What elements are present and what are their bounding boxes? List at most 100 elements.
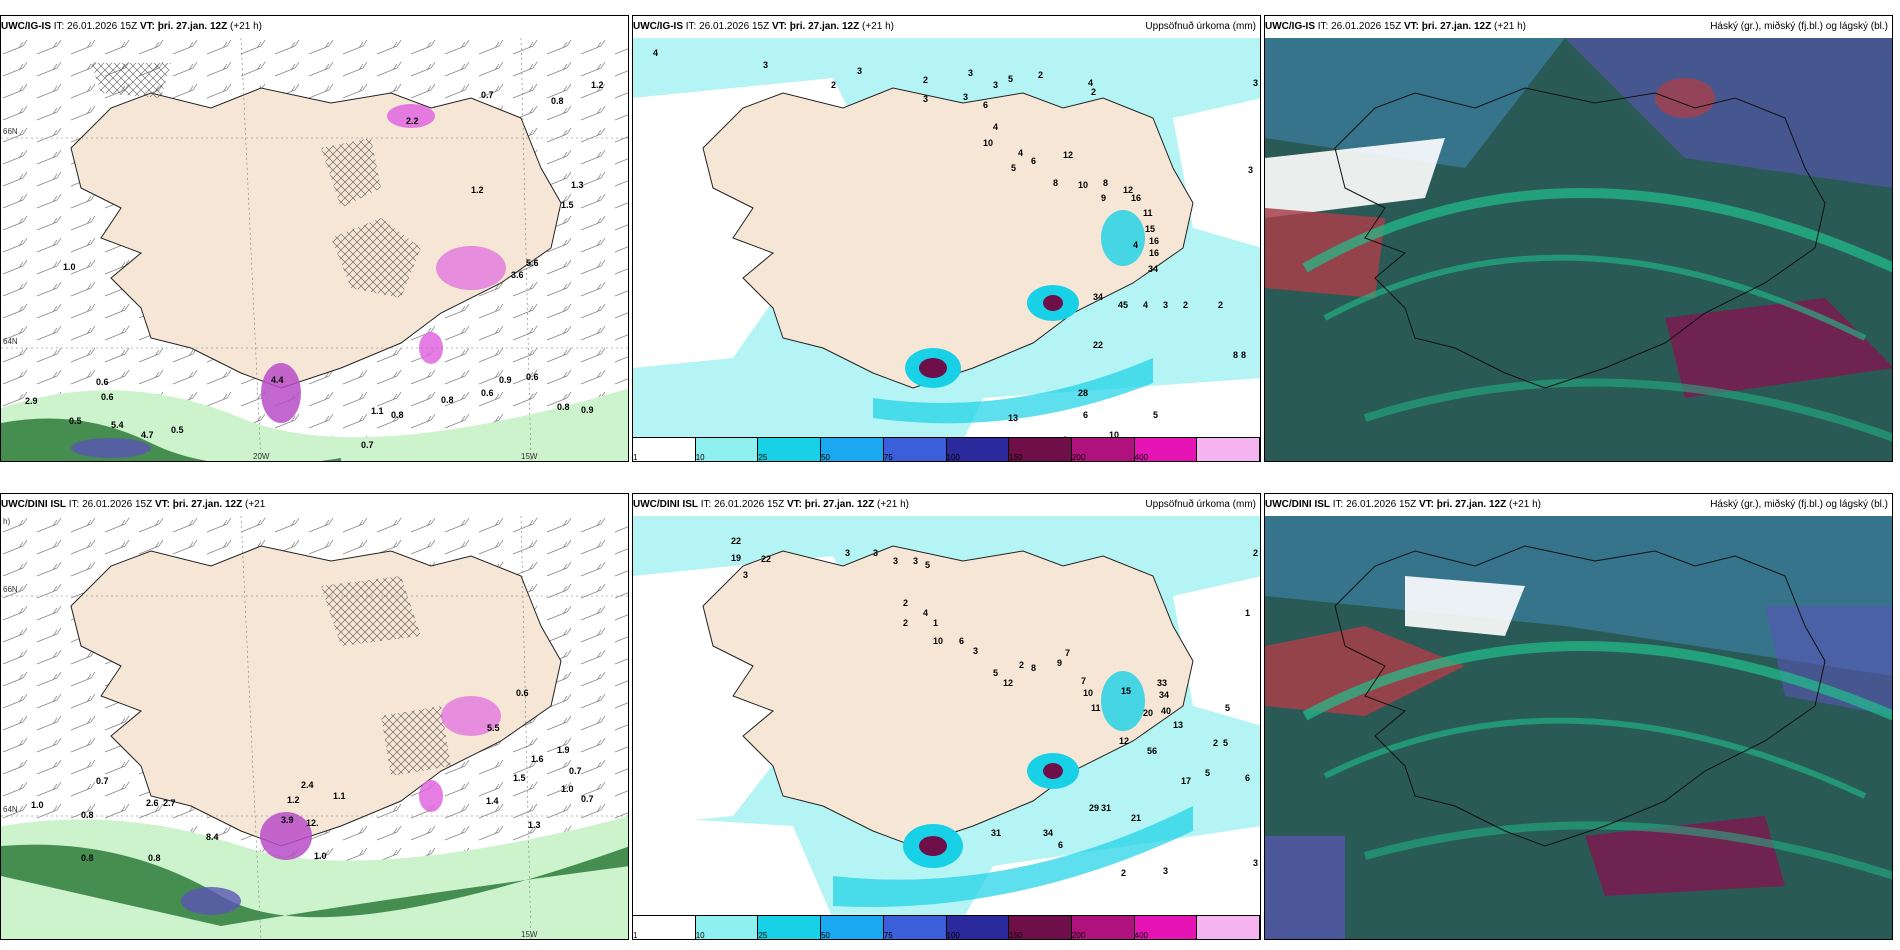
value-label: 2 [1038,70,1043,80]
value-label: 3 [1253,78,1258,88]
value-label: 8 [1053,178,1058,188]
value-label: 3 [1253,858,1258,868]
map-canvas[interactable]: 66N 64N 20W 15W 1.0 0.6 2.2 0.7 0.8 0.5 2.9 0.6… [1,38,629,462]
value-label: 3 [743,570,748,580]
lead-time: (+21 h) [1494,21,1526,32]
value-label: 17 [1181,776,1191,786]
value-label: 16 [1131,193,1141,203]
value-label: 3 [763,60,768,70]
panel-dini-accumulated-precip[interactable]: UWC/DINI ISL IT: 26.01.2026 15Z VT: þri.… [632,493,1261,940]
panel-ig-precip-wind[interactable]: UWC/IG-IS IT: 26.01.2026 15Z VT: þri. 27… [0,15,629,462]
value-label: 1.3 [571,180,584,190]
value-label: 1.3 [528,820,541,830]
value-label: 3 [1248,165,1253,175]
value-label: 3 [923,94,928,104]
colorbar-tick-label: 10 [695,453,705,462]
value-label: 22 [731,536,741,546]
colorbar-segment: 200 [1071,438,1135,461]
value-label: 4 [1133,240,1138,250]
map-canvas[interactable]: h) 66N 64N 15W 0.7 1.0 0.8 2.6 2.7 8.4 0.8 0.8 1… [1,516,629,940]
value-label: 3.6 [511,270,524,280]
value-label: 34 [1148,264,1158,274]
lat-label: 66N [3,127,18,136]
value-label: 5.6 [526,258,539,268]
init-time: IT: 26.01.2026 15Z [1332,499,1417,510]
value-label: 0.7 [96,776,109,786]
value-label: 0.6 [481,388,494,398]
colorbar-tick-label: 400 [1134,453,1148,462]
value-label: 2 [1121,868,1126,878]
iceland-coast [1334,545,1826,847]
value-label: 12 [1003,678,1013,688]
lat-label: 64N [3,337,18,346]
panel-dini-precip-wind[interactable]: UWC/DINI ISL IT: 26.01.2026 15Z VT: þri.… [0,493,629,940]
value-label: 8 [1241,350,1246,360]
colorbar: 1 10 25 50 75 100 150 200 400 [633,437,1260,461]
panel-header: UWC/IG-IS IT: 26.01.2026 15Z VT: þri. 27… [633,16,1260,38]
value-label: 4.4 [271,375,284,385]
value-label: 0.5 [69,416,82,426]
colorbar-segment: 75 [883,916,947,939]
value-label: 3 [893,556,898,566]
colorbar-tick-label: 25 [758,453,768,462]
panel-ig-cloud-cover[interactable]: UWC/IG-IS IT: 26.01.2026 15Z VT: þri. 27… [1264,15,1893,462]
value-label: 16 [1149,248,1159,258]
valid-time: VT: þri. 27.jan. 12Z [139,21,228,32]
valid-time: VT: þri. 27.jan. 12Z [1418,499,1507,510]
value-label: 3 [963,92,968,102]
value-label: 15 [1121,686,1131,696]
lon-label: 15W [521,930,538,939]
lead-time: (+21 [245,499,266,510]
value-label: 3 [968,68,973,78]
value-label: 3 [845,548,850,558]
value-label: 10 [1083,688,1093,698]
value-label: 5 [1225,703,1230,713]
value-label: 7 [1081,676,1086,686]
init-time: IT: 26.01.2026 15Z [685,21,770,32]
value-label: 0.8 [391,410,404,420]
value-label: 15 [1145,224,1155,234]
panel-header: UWC/DINI ISL IT: 26.01.2026 15Z VT: þri.… [1,494,628,516]
lat-label: 66N [3,585,18,594]
value-label: 6 [1031,156,1036,166]
value-label: 34 [1093,292,1103,302]
panel-dini-cloud-cover[interactable]: UWC/DINI ISL IT: 26.01.2026 15Z VT: þri.… [1264,493,1893,940]
value-label: 12 [1123,185,1133,195]
value-label: 3 [913,556,918,566]
value-label: 1.5 [561,200,574,210]
value-label: 1.2 [591,80,604,90]
iceland-coast [1334,87,1826,389]
value-label: 2 [1019,660,1024,670]
panel-ig-accumulated-precip[interactable]: UWC/IG-IS IT: 26.01.2026 15Z VT: þri. 27… [632,15,1261,462]
model-name: UWC/IG-IS [1,21,51,32]
value-label: 0.7 [361,440,374,450]
value-label: 0.8 [441,395,454,405]
lon-label: 15W [521,452,538,461]
value-label: 28 [1078,388,1088,398]
value-label: 1.4 [486,796,499,806]
panel-header: UWC/IG-IS IT: 26.01.2026 15Z VT: þri. 27… [1,16,628,38]
colorbar-tick-label: 75 [883,453,893,462]
colorbar-segment: 400 [1134,438,1198,462]
iceland-land [70,545,562,847]
colorbar: 1 10 25 50 75 100 150 200 400 [633,915,1260,939]
map-canvas[interactable] [1265,516,1893,940]
value-label: 1.0 [561,784,574,794]
value-label: 2 [903,598,908,608]
valid-time: VT: þri. 27.jan. 12Z [786,499,875,510]
value-label: 3 [973,646,978,656]
panel-header: UWC/IG-IS IT: 26.01.2026 15Z VT: þri. 27… [1265,16,1892,38]
map-canvas[interactable] [1265,38,1893,462]
value-label: 2.9 [25,396,38,406]
field-title: Háský (gr.), miðský (fj.bl.) og lágský (… [1710,21,1888,32]
value-label: 22 [761,554,771,564]
value-label: 4 [1088,78,1093,88]
value-label: 5 [925,560,930,570]
value-label: 45 [1118,300,1128,310]
value-label: 1.2 [287,795,300,805]
colorbar-tick-label: 50 [821,453,831,462]
lead-time: (+21 h) [1509,499,1541,510]
value-label: 5.5 [487,723,500,733]
